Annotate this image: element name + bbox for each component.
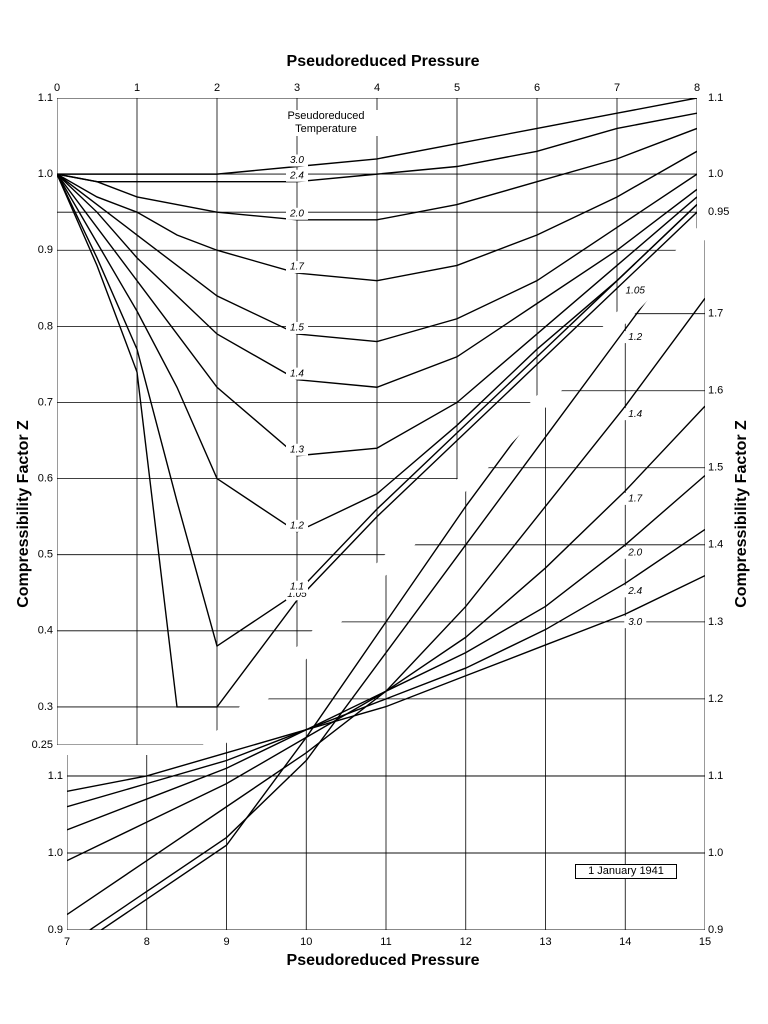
y-tick-label: 1.6: [708, 385, 723, 397]
y-tick-label: 0.9: [48, 924, 63, 936]
curve-label-bg: [624, 585, 647, 598]
curve-label-bg: [624, 408, 647, 421]
y-tick-label: 0.25: [32, 739, 53, 751]
curve-label-bg: [624, 331, 647, 344]
curve-label: 1.05: [626, 286, 646, 297]
curve-label-bg: [286, 443, 308, 456]
y-tick-label: 0.8: [38, 320, 53, 332]
curve-label-bg: [286, 261, 308, 274]
curve: [57, 173, 697, 457]
curve: [67, 574, 705, 793]
curve-label: 1.1: [290, 581, 304, 592]
annotation: Pseudoreduced Temperature: [270, 110, 382, 136]
curve-label-bg: [286, 519, 308, 532]
x-tick-label: 9: [223, 936, 229, 948]
y-tick-label: 0.6: [38, 472, 53, 484]
x-tick-label: 13: [539, 936, 551, 948]
curve-label: 2.4: [627, 586, 642, 597]
curve-label: 3.0: [628, 617, 642, 628]
curve-label: 1.7: [628, 494, 642, 505]
curve-label-bg: [286, 169, 308, 182]
curve-label: 1.5: [290, 323, 304, 334]
curve-label: 1.7: [290, 262, 304, 273]
curve-label-bg: [286, 321, 308, 334]
x-tick-label: 10: [300, 936, 312, 948]
y-tick-label: 1.1: [38, 92, 53, 104]
curve-label-bg: [286, 207, 308, 220]
curve-label: 1.4: [628, 409, 642, 420]
curve-label: 2.4: [289, 170, 304, 181]
curve-label: 3.0: [290, 155, 304, 166]
x-tick-label: 0: [54, 82, 60, 94]
y-axis-title: Compressibility Factor Z: [15, 420, 32, 608]
y-tick-label: 1.0: [38, 168, 53, 180]
y-tick-label: 1.1: [48, 770, 63, 782]
x-tick-label: 3: [294, 82, 300, 94]
x-tick-label: 8: [144, 936, 150, 948]
y-tick-label: 1.1: [708, 92, 723, 104]
curve-label-bg: [286, 580, 308, 593]
y-tick-label: 1.2: [708, 693, 723, 705]
y-tick-label: 0.9: [38, 244, 53, 256]
curve-label-bg: [624, 284, 647, 297]
x-tick-label: 6: [534, 82, 540, 94]
curve: [67, 240, 705, 930]
curve-label-bg: [624, 546, 647, 559]
curve-label: 1.2: [290, 521, 304, 532]
curve-label-bg: [286, 154, 308, 167]
x-tick-label: 2: [214, 82, 220, 94]
curve: [67, 474, 705, 831]
x-tick-label: 7: [64, 936, 70, 948]
x-tick-label: 4: [374, 82, 380, 94]
y-tick-label: 1.0: [708, 168, 723, 180]
y-tick-label: 0.5: [38, 549, 53, 561]
curve-label: 1.3: [290, 444, 304, 455]
y-tick-label: 0.3: [38, 701, 53, 713]
curve-label-bg: [624, 616, 647, 629]
y-tick-label: 1.0: [708, 847, 723, 859]
curve-label: 2.0: [627, 547, 642, 558]
y-tick-label: 1.4: [708, 539, 723, 551]
plot-area: [57, 98, 697, 745]
x-tick-label: 11: [380, 936, 391, 948]
curve: [67, 528, 705, 808]
curve: [57, 173, 697, 343]
annotation: 1 January 1941: [575, 864, 677, 879]
y-tick-label: 0.7: [38, 396, 53, 408]
curve: [57, 173, 697, 533]
x-axis-title: Pseudoreduced Pressure: [287, 53, 480, 70]
y-axis-title: Compressibility Factor Z: [733, 420, 750, 608]
y-tick-label: 0.4: [38, 625, 53, 637]
x-axis-title: Pseudoreduced Pressure: [287, 952, 480, 969]
curve-label: 1.2: [628, 332, 642, 343]
y-tick-label: 0.9: [708, 924, 723, 936]
y-tick-label: 1.0: [48, 847, 63, 859]
y-tick-label: 1.1: [708, 770, 723, 782]
x-tick-label: 12: [460, 936, 472, 948]
curve: [57, 150, 697, 282]
curve-label-bg: [286, 367, 308, 380]
curve-label-bg: [624, 492, 647, 505]
curve-label: 1.4: [290, 368, 304, 379]
y-tick-label: 1.3: [708, 616, 723, 628]
x-tick-label: 8: [694, 82, 700, 94]
x-tick-label: 1: [134, 82, 140, 94]
y-tick-label: 1.5: [708, 462, 723, 474]
curve-label: 2.0: [289, 208, 304, 219]
x-tick-label: 5: [454, 82, 460, 94]
x-tick-label: 14: [619, 936, 631, 948]
x-tick-label: 7: [614, 82, 620, 94]
x-tick-label: 15: [699, 936, 711, 948]
curve-label: 1.05: [287, 589, 307, 600]
y-tick-label: 1.7: [708, 308, 723, 320]
y-tick-label: 0.95: [708, 206, 729, 218]
curve: [57, 98, 697, 175]
